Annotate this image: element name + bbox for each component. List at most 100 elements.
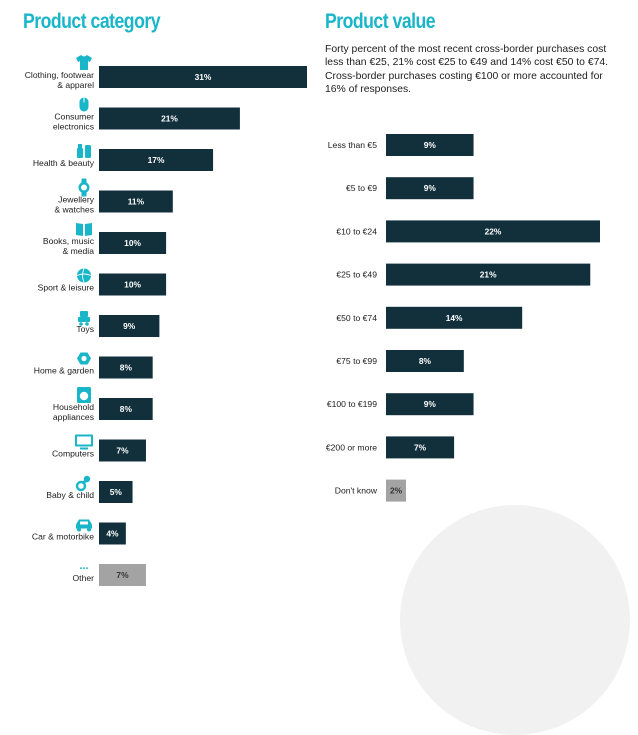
value-row-eur75-to-eur99: €75 to €99 8% — [336, 350, 464, 372]
category-row-home-and-garden: Home & garden 8% — [34, 352, 153, 379]
category-bar-car-and-motorbike — [99, 522, 126, 545]
category-category-label: & watches — [54, 205, 94, 215]
category-bar-home-and-garden — [99, 356, 153, 379]
category-value-label: 8% — [120, 363, 133, 373]
category-value-label: 9% — [123, 321, 136, 331]
category-row-sport-and-leisure: Sport & leisure 10% — [38, 268, 167, 296]
category-bar-jewellery-and-watches — [99, 190, 173, 213]
value-bar-eur100-to-eur199 — [386, 393, 474, 416]
category-value-label: 10% — [124, 280, 141, 290]
category-row-other: Other... 7% — [73, 560, 146, 586]
category-category-label: Home & garden — [34, 366, 94, 376]
product-value-panel: Product value Forty percent of the most … — [310, 0, 638, 597]
category-category-label: Computers — [52, 449, 94, 459]
value-category-label: Don't know — [335, 486, 378, 496]
category-bar-health-and-beauty — [99, 149, 214, 171]
value-row-eur25-to-eur49: €25 to €49 21% — [336, 263, 591, 286]
watch-icon — [78, 178, 90, 197]
value-category-label: €10 to €24 — [336, 226, 377, 236]
value-value-label: 21% — [480, 270, 497, 280]
book-icon — [76, 223, 92, 236]
category-category-label: Jewellery — [58, 195, 95, 205]
category-category-label: Car & motorbike — [32, 532, 94, 542]
pacifier-icon — [75, 475, 91, 492]
value-bar-don-t-know — [386, 479, 406, 502]
category-category-label: Health & beauty — [33, 158, 95, 168]
category-category-label: Other — [73, 573, 95, 583]
value-category-label: €75 to €99 — [336, 356, 377, 366]
category-row-car-and-motorbike: Car & motorbike 4% — [32, 519, 126, 545]
value-category-label: €5 to €9 — [346, 183, 377, 193]
category-value-label: 7% — [116, 446, 129, 456]
toy-icon — [78, 311, 90, 326]
value-bar-eur25-to-eur49 — [386, 263, 591, 286]
value-value-label: 8% — [419, 356, 432, 366]
ellipsis-icon: ... — [79, 560, 88, 572]
product-category-title: Product category — [23, 10, 161, 33]
product-value-chart: Less than €5 9% €5 to €9 9% €10 to €24 22% €25… — [326, 134, 600, 502]
category-value-label: 5% — [110, 487, 123, 497]
category-value-label: 21% — [161, 114, 178, 124]
value-category-label: €100 to €199 — [327, 399, 377, 409]
category-value-label: 11% — [128, 197, 145, 207]
mouse-icon — [79, 97, 89, 112]
value-row-eur5-to-eur9: €5 to €9 9% — [346, 177, 474, 200]
value-row-eur100-to-eur199: €100 to €199 9% — [327, 393, 474, 416]
cosmetics-icon — [77, 144, 91, 158]
category-category-label: & media — [62, 246, 94, 256]
value-value-label: 14% — [446, 313, 463, 323]
value-bar-less-than-eur5 — [386, 134, 474, 156]
value-row-eur50-to-eur74: €50 to €74 14% — [336, 306, 523, 329]
value-bar-eur10-to-eur24 — [386, 220, 600, 243]
product-value-intro: Forty percent of the most recent cross-b… — [325, 44, 609, 95]
value-value-label: 7% — [414, 442, 427, 452]
category-row-health-and-beauty: Health & beauty 17% — [33, 144, 214, 171]
washing-machine-icon — [77, 387, 91, 403]
category-category-label: Toys — [76, 324, 94, 334]
flower-icon — [77, 352, 91, 365]
category-value-label: 4% — [106, 529, 119, 539]
category-value-label: 17% — [148, 155, 165, 165]
category-bar-consumer-electronics — [99, 107, 240, 130]
tshirt-icon — [76, 55, 92, 70]
value-value-label: 2% — [390, 486, 403, 496]
category-category-label: Consumer — [54, 112, 94, 122]
value-bar-eur200-or-more — [386, 436, 455, 459]
value-category-label: €50 to €74 — [336, 313, 377, 323]
value-bar-eur75-to-eur99 — [386, 350, 464, 372]
category-row-toys: Toys 9% — [76, 311, 160, 337]
category-value-label: 7% — [116, 570, 129, 580]
value-bar-eur5-to-eur9 — [386, 177, 474, 200]
monitor-icon — [75, 434, 93, 450]
car-icon — [76, 519, 92, 532]
category-row-computers: Computers 7% — [52, 434, 146, 462]
value-row-less-than-eur5: Less than €5 9% — [328, 134, 474, 156]
category-row-baby-and-child: Baby & child 5% — [46, 475, 133, 503]
ball-icon — [76, 268, 92, 283]
category-category-label: & apparel — [57, 80, 94, 90]
category-category-label: Books, music — [43, 236, 95, 246]
value-category-label: €25 to €49 — [336, 270, 377, 280]
category-bar-other — [99, 564, 146, 586]
category-bar-computers — [99, 439, 146, 462]
value-value-label: 9% — [424, 183, 437, 193]
category-category-label: appliances — [53, 412, 94, 422]
value-value-label: 9% — [424, 399, 437, 409]
category-row-books-music-and-media: Books, music& media 10% — [43, 223, 167, 256]
value-row-eur200-or-more: €200 or more 7% — [326, 436, 455, 459]
product-category-chart: Clothing, footwear& apparel 31% Consumerel… — [25, 55, 307, 586]
category-bar-toys — [99, 315, 160, 337]
value-value-label: 22% — [485, 226, 502, 236]
category-bar-household-appliances — [99, 398, 153, 420]
category-category-label: Baby & child — [46, 490, 94, 500]
category-category-label: Household — [53, 402, 94, 412]
value-value-label: 9% — [424, 140, 437, 150]
value-row-eur10-to-eur24: €10 to €24 22% — [336, 220, 600, 243]
category-bar-baby-and-child — [99, 481, 133, 503]
category-bar-clothing-footwear-and-apparel — [99, 66, 307, 88]
category-value-label: 10% — [124, 238, 141, 248]
category-bar-books-music-and-media — [99, 232, 167, 254]
category-category-label: Sport & leisure — [38, 283, 95, 293]
